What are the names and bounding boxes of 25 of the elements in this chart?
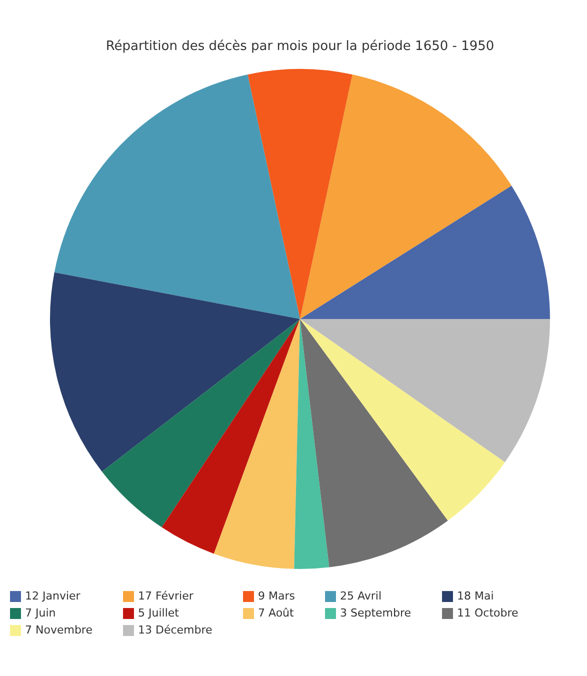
pie-slice [102,319,300,528]
legend-label: 5 Juillet [138,606,180,620]
legend-label: 13 Décembre [138,624,213,636]
pie-slice [294,319,330,569]
pie-slice [248,69,352,319]
legend-label: 7 Juin [25,606,56,620]
pie-slice [300,319,505,521]
legend-label: 18 Mai [457,590,494,603]
legend-label: 12 Janvier [25,590,81,603]
legend-label: 25 Avril [340,590,382,603]
legend-label: 7 Août [258,606,295,620]
pie-slice [162,319,300,554]
legend-label: 11 Octobre [457,606,519,620]
legend-label: 17 Février [138,590,194,603]
pie-slice [214,319,300,569]
pie-slice [300,74,512,319]
pie-slice [300,319,550,462]
pie-slice [300,319,448,568]
pie-slice [54,74,300,319]
chart-title: Répartition des décès par mois pour la période 1650 - 1950 [106,39,494,54]
legend-label: 7 Novembre [25,624,93,636]
legend-label: 9 Mars [258,590,296,603]
pie-slice [300,186,550,319]
pie-slice [50,272,300,472]
legend-label: 3 Septembre [340,606,412,620]
